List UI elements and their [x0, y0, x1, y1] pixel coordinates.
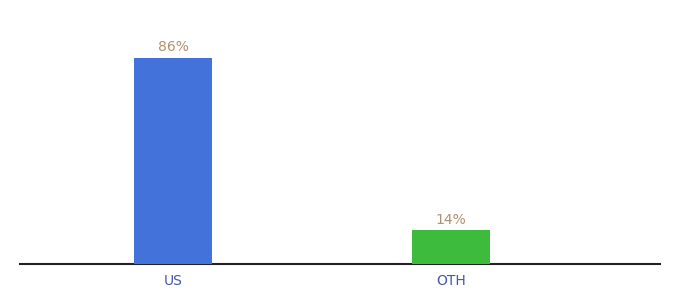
Text: 86%: 86% — [158, 40, 188, 54]
Bar — [412, 230, 490, 264]
Bar — [135, 58, 212, 264]
Text: 14%: 14% — [436, 213, 466, 227]
